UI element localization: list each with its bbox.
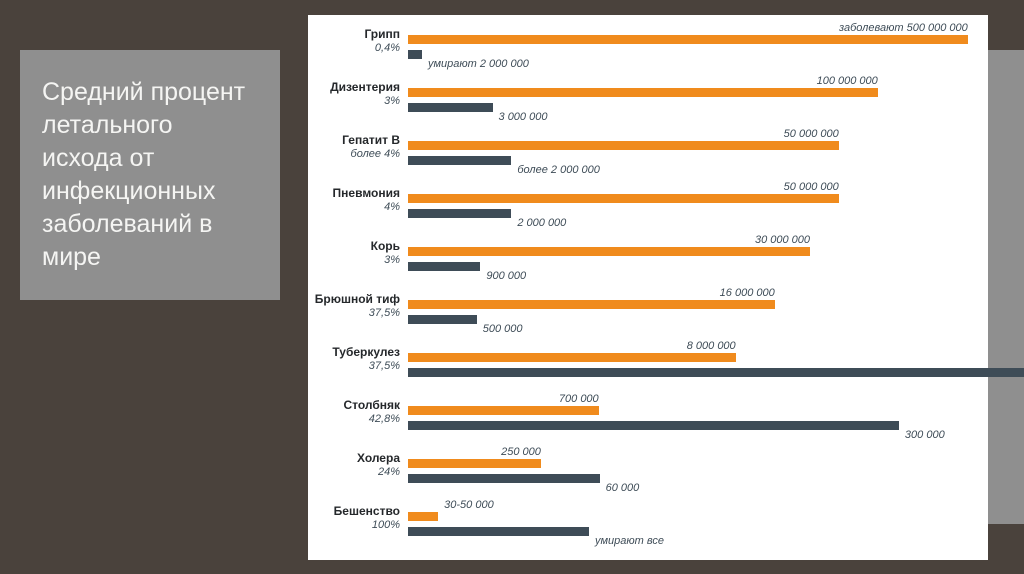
deaths-bar: [408, 50, 422, 59]
chart-row: Столбняк42,8%700 000300 000: [408, 396, 976, 449]
deaths-bar: [408, 262, 480, 271]
left-bottom-spacer: [0, 300, 300, 574]
disease-name: Корь: [308, 239, 400, 253]
disease-label-block: Бешенство100%: [308, 504, 400, 531]
deaths-bar: [408, 527, 589, 536]
deaths-label: более 2 000 000: [517, 164, 600, 176]
cases-bar: [408, 406, 599, 415]
cases-label: 50 000 000: [784, 181, 839, 193]
page-title: Средний процент летального исхода от инф…: [42, 76, 258, 274]
chart-row: Брюшной тиф37,5%16 000 000500 000: [408, 290, 976, 343]
disease-name: Грипп: [308, 27, 400, 41]
cases-label: 16 000 000: [720, 287, 775, 299]
cases-label: 700 000: [559, 393, 599, 405]
chart-row: Холера24%250 00060 000: [408, 449, 976, 502]
disease-pct: 37,5%: [308, 360, 400, 372]
chart-row: Дизентерия3%100 000 0003 000 000: [408, 78, 976, 131]
deaths-label: умирают 2 000 000: [428, 58, 529, 70]
disease-name: Бешенство: [308, 504, 400, 518]
disease-name: Пневмония: [308, 186, 400, 200]
disease-pct: 42,8%: [308, 413, 400, 425]
deaths-bar: [408, 368, 1024, 377]
cases-label: 250 000: [501, 446, 541, 458]
strip-mid: [988, 50, 1024, 524]
cases-bar: [408, 459, 541, 468]
disease-label-block: Столбняк42,8%: [308, 398, 400, 425]
cases-label: 50 000 000: [784, 128, 839, 140]
chart-row: Пневмония4%50 000 0002 000 000: [408, 184, 976, 237]
cases-label: 30 000 000: [755, 234, 810, 246]
disease-pct: 4%: [308, 201, 400, 213]
title-box: Средний процент летального исхода от инф…: [20, 50, 280, 300]
disease-label-block: Корь3%: [308, 239, 400, 266]
cases-bar: [408, 88, 878, 97]
chart-row: Бешенство100%30-50 000умирают все: [408, 502, 976, 555]
disease-label-block: Гепатит Вболее 4%: [308, 133, 400, 160]
deaths-label: 3 000 000: [499, 111, 548, 123]
disease-label-block: Грипп0,4%: [308, 27, 400, 54]
disease-pct: 0,4%: [308, 42, 400, 54]
chart-row: Корь3%30 000 000900 000: [408, 237, 976, 290]
disease-pct: 3%: [308, 254, 400, 266]
cases-bar: [408, 300, 775, 309]
cases-bar: [408, 35, 968, 44]
strip-top: [988, 0, 1024, 50]
disease-pct: 24%: [308, 466, 400, 478]
right-panel: Грипп0,4% заболевают 500 000 000 умирают 2…: [300, 0, 1024, 574]
chart-row: Туберкулез37,5%8 000 0003 000 000: [408, 343, 976, 396]
deaths-label: умирают все: [595, 535, 664, 547]
disease-name: Столбняк: [308, 398, 400, 412]
disease-label-block: Холера24%: [308, 451, 400, 478]
deaths-bar: [408, 156, 511, 165]
cases-label: 8 000 000: [687, 340, 736, 352]
cases-bar: [408, 353, 736, 362]
deaths-label: 60 000: [606, 482, 640, 494]
strip-bot: [988, 524, 1024, 574]
disease-label-block: Пневмония4%: [308, 186, 400, 213]
cases-bar: [408, 247, 810, 256]
disease-name: Туберкулез: [308, 345, 400, 359]
cases-label: заболевают 500 000 000: [839, 22, 968, 34]
chart-row: Грипп0,4%заболевают 500 000 000умирают 2…: [408, 25, 976, 78]
disease-label-block: Туберкулез37,5%: [308, 345, 400, 372]
disease-name: Гепатит В: [308, 133, 400, 147]
cases-label: 100 000 000: [817, 75, 878, 87]
disease-name: Дизентерия: [308, 80, 400, 94]
deaths-label: 2 000 000: [517, 217, 566, 229]
disease-pct: 3%: [308, 95, 400, 107]
deaths-bar: [408, 421, 899, 430]
disease-label-block: Дизентерия3%: [308, 80, 400, 107]
deaths-bar: [408, 209, 511, 218]
deaths-label: 300 000: [905, 429, 945, 441]
left-top-spacer: [0, 0, 300, 50]
deaths-bar: [408, 103, 493, 112]
disease-pct: 100%: [308, 519, 400, 531]
disease-pct: более 4%: [308, 148, 400, 160]
disease-pct: 37,5%: [308, 307, 400, 319]
deaths-bar: [408, 474, 600, 483]
deaths-bar: [408, 315, 477, 324]
cases-bar: [408, 512, 438, 521]
cases-label: 30-50 000: [444, 499, 494, 511]
disease-name: Брюшной тиф: [308, 292, 400, 306]
deaths-label: 900 000: [486, 270, 526, 282]
chart-row: Гепатит Вболее 4%50 000 000более 2 000 0…: [408, 131, 976, 184]
cases-bar: [408, 194, 839, 203]
chart-card: Грипп0,4% заболевают 500 000 000 умирают 2…: [308, 15, 988, 560]
deaths-label: 500 000: [483, 323, 523, 335]
disease-name: Холера: [308, 451, 400, 465]
disease-label-block: Брюшной тиф37,5%: [308, 292, 400, 319]
right-strip: [988, 0, 1024, 574]
cases-bar: [408, 141, 839, 150]
left-panel: Средний процент летального исхода от инф…: [0, 0, 300, 574]
